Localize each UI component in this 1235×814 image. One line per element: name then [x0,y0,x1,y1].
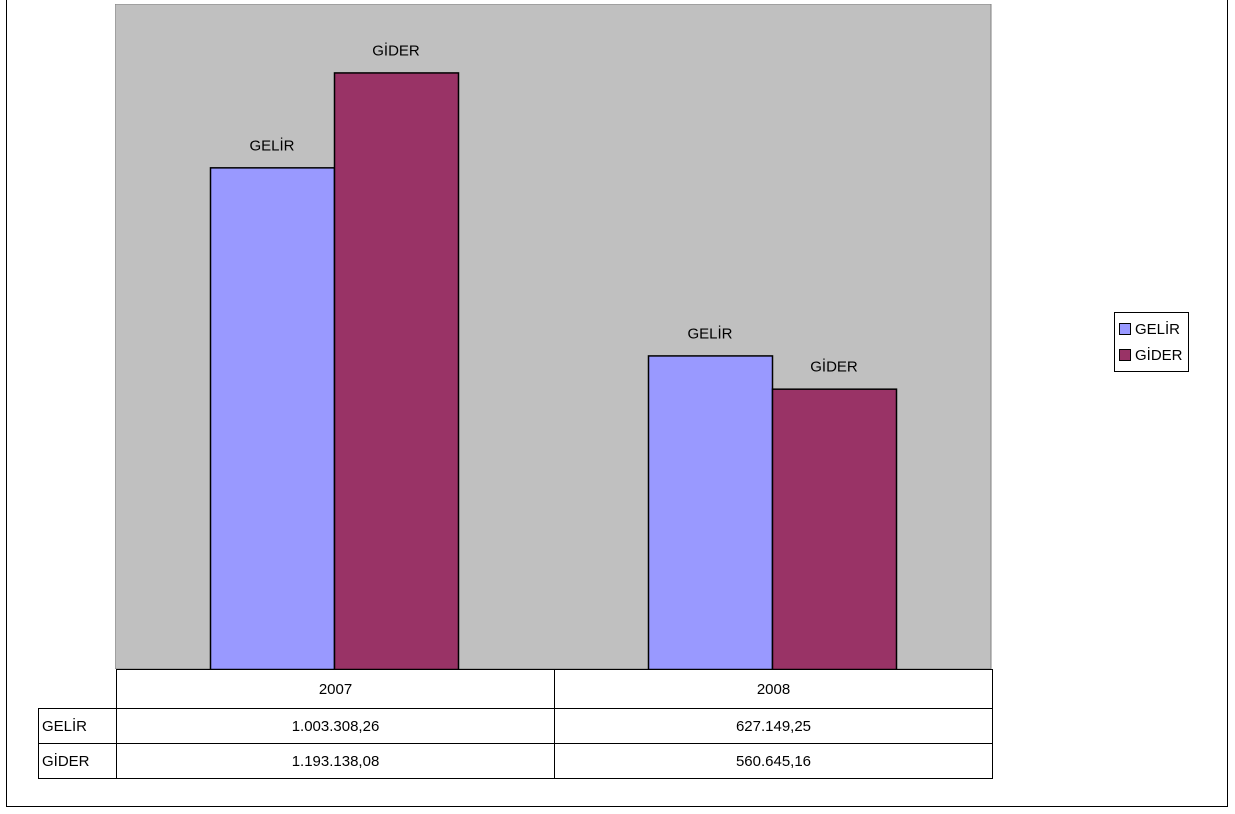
data-table-cell: 1.003.308,26 [116,708,555,744]
data-table-row: GİDER 1.193.138,08 560.645,16 [38,743,993,779]
data-table-row-label: GELİR [38,708,117,744]
data-table-cell: 627.149,25 [554,708,993,744]
data-table-header-row: 2007 2008 [38,669,993,709]
bar-label: GİDER [810,358,858,376]
data-table: 2007 2008 GELİR 1.003.308,26 627.149,25 … [38,669,993,779]
bar-label: GİDER [372,41,420,59]
legend: GELİR GİDER [1114,312,1189,372]
data-table-col-header: 2008 [554,669,993,709]
data-table-row-label: GİDER [38,743,117,779]
bar-2008-geli̇r [647,355,774,669]
legend-label: GİDER [1135,346,1183,364]
bar-label: GELİR [249,136,294,154]
bar-label-group: GELİR GİDER GELİR GİDER [249,41,857,375]
legend-item: GİDER [1119,342,1183,368]
bar-2007-geli̇r [209,167,336,669]
plot-area: GELİR GİDER GELİR GİDER [115,4,992,669]
data-table-col-header: 2007 [116,669,555,709]
bar-2007-gi̇der [333,72,460,669]
data-table-cell: 1.193.138,08 [116,743,555,779]
legend-label: GELİR [1135,320,1181,338]
bar-label: GELİR [687,324,732,342]
data-table-corner [38,669,117,709]
legend-swatch [1119,349,1131,361]
bar-group [209,72,898,669]
legend-item: GELİR [1119,316,1183,342]
data-table-cell: 560.645,16 [554,743,993,779]
data-table-row: GELİR 1.003.308,26 627.149,25 [38,708,993,744]
bar-2008-gi̇der [771,388,898,669]
legend-swatch [1119,323,1131,335]
